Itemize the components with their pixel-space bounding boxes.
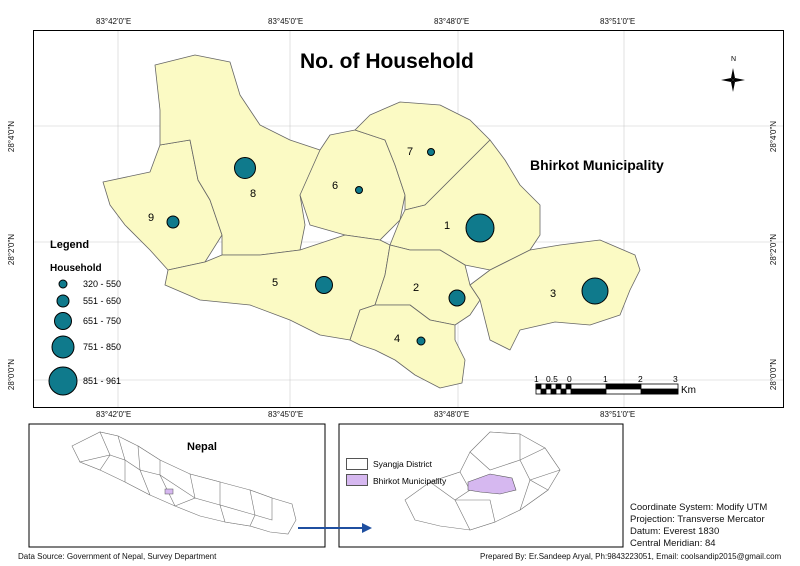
scale-label-1b: 1 (603, 374, 608, 384)
municipality-label: Bhirkot Municipality (530, 157, 664, 173)
ward-label-1: 1 (444, 220, 451, 232)
ward-7-symbol[interactable] (427, 148, 435, 156)
legend-symbol-5 (48, 366, 78, 396)
scale-label-0: 0 (567, 374, 572, 384)
ward-label-5: 5 (272, 277, 279, 289)
legend-symbol-3 (54, 312, 72, 330)
legend-symbol-2 (56, 294, 70, 308)
legend-symbol-1 (58, 279, 68, 289)
nepal-inset-map (71, 431, 297, 535)
arrow-icon (298, 523, 372, 533)
ward-label-7: 7 (407, 146, 414, 158)
ward-3-area[interactable] (469, 239, 641, 351)
ward-2-symbol[interactable] (448, 289, 466, 307)
nepal-inset-frame (28, 423, 326, 548)
central-meridian: Central Meridian: 84 (630, 538, 716, 549)
nepal-highlight (164, 488, 174, 495)
bottom-tick-3: 83°48'0"E (434, 410, 470, 419)
ward-label-3: 3 (550, 288, 557, 300)
north-label: N (731, 56, 737, 63)
ward-1-symbol[interactable] (465, 213, 495, 243)
legend-title: Legend (50, 239, 90, 251)
bhirkot-legend-label: Bhirkot Municipality (373, 476, 447, 486)
ward-label-6: 6 (332, 180, 339, 192)
scale-label-0-5: 0.5 (546, 374, 558, 384)
legend-subtitle: Household (50, 263, 102, 274)
bottom-tick-1: 83°42'0"E (96, 410, 132, 419)
bhirkot-highlight (467, 473, 517, 495)
bottom-tick-2: 83°45'0"E (268, 410, 304, 419)
legend-class-5: 851 - 961 (83, 376, 122, 386)
ward-4-area[interactable] (349, 304, 466, 389)
ward-label-4: 4 (394, 333, 401, 345)
top-tick-2: 83°45'0"E (268, 17, 304, 26)
scale-label-3: 3 (673, 374, 678, 384)
legend-symbol-4 (51, 335, 75, 359)
bhirkot-swatch (346, 474, 368, 486)
ward-9-symbol[interactable] (166, 215, 180, 229)
top-tick-1: 83°42'0"E (96, 17, 132, 26)
top-tick-4: 83°51'0"E (600, 17, 636, 26)
ward-6-symbol[interactable] (355, 186, 363, 194)
ward-8-symbol[interactable] (234, 157, 256, 179)
projection: Projection: Transverse Mercator (630, 514, 765, 525)
top-tick-3: 83°48'0"E (434, 17, 470, 26)
ward-label-8: 8 (250, 188, 257, 200)
ward-5-symbol[interactable] (315, 276, 333, 294)
scale-label-1: 1 (534, 374, 539, 384)
map-title: No. of Household (300, 50, 474, 73)
legend-class-1: 320 - 550 (83, 279, 122, 289)
ward-label-9: 9 (148, 212, 155, 224)
datum: Datum: Everest 1830 (630, 526, 720, 537)
ward-6-area[interactable] (299, 129, 406, 241)
ward-8-area[interactable] (154, 54, 321, 256)
legend-class-3: 651 - 750 (83, 316, 122, 326)
prepared-by: Prepared By: Er.Sandeep Aryal, Ph:984322… (480, 552, 782, 561)
syangja-legend-label: Syangja District (373, 459, 433, 469)
ward-3-symbol[interactable] (581, 277, 609, 305)
bottom-tick-4: 83°51'0"E (600, 410, 636, 419)
nepal-inset-label: Nepal (187, 441, 217, 453)
main-map-frame (33, 30, 784, 408)
scale-label-2: 2 (638, 374, 643, 384)
syangja-swatch (346, 458, 368, 470)
ward-4-symbol[interactable] (416, 336, 426, 346)
legend-class-2: 551 - 650 (83, 296, 122, 306)
district-inset-frame (338, 423, 624, 548)
ward-label-2: 2 (413, 282, 420, 294)
scale-bar (535, 383, 679, 395)
ward-1-area[interactable] (389, 139, 541, 271)
legend-class-4: 751 - 850 (83, 342, 122, 352)
scale-unit: Km (681, 385, 696, 396)
coordinate-system: Coordinate System: Modify UTM (630, 502, 768, 513)
data-source: Data Source: Government of Nepal, Survey… (18, 552, 217, 561)
north-arrow-icon (721, 68, 745, 92)
